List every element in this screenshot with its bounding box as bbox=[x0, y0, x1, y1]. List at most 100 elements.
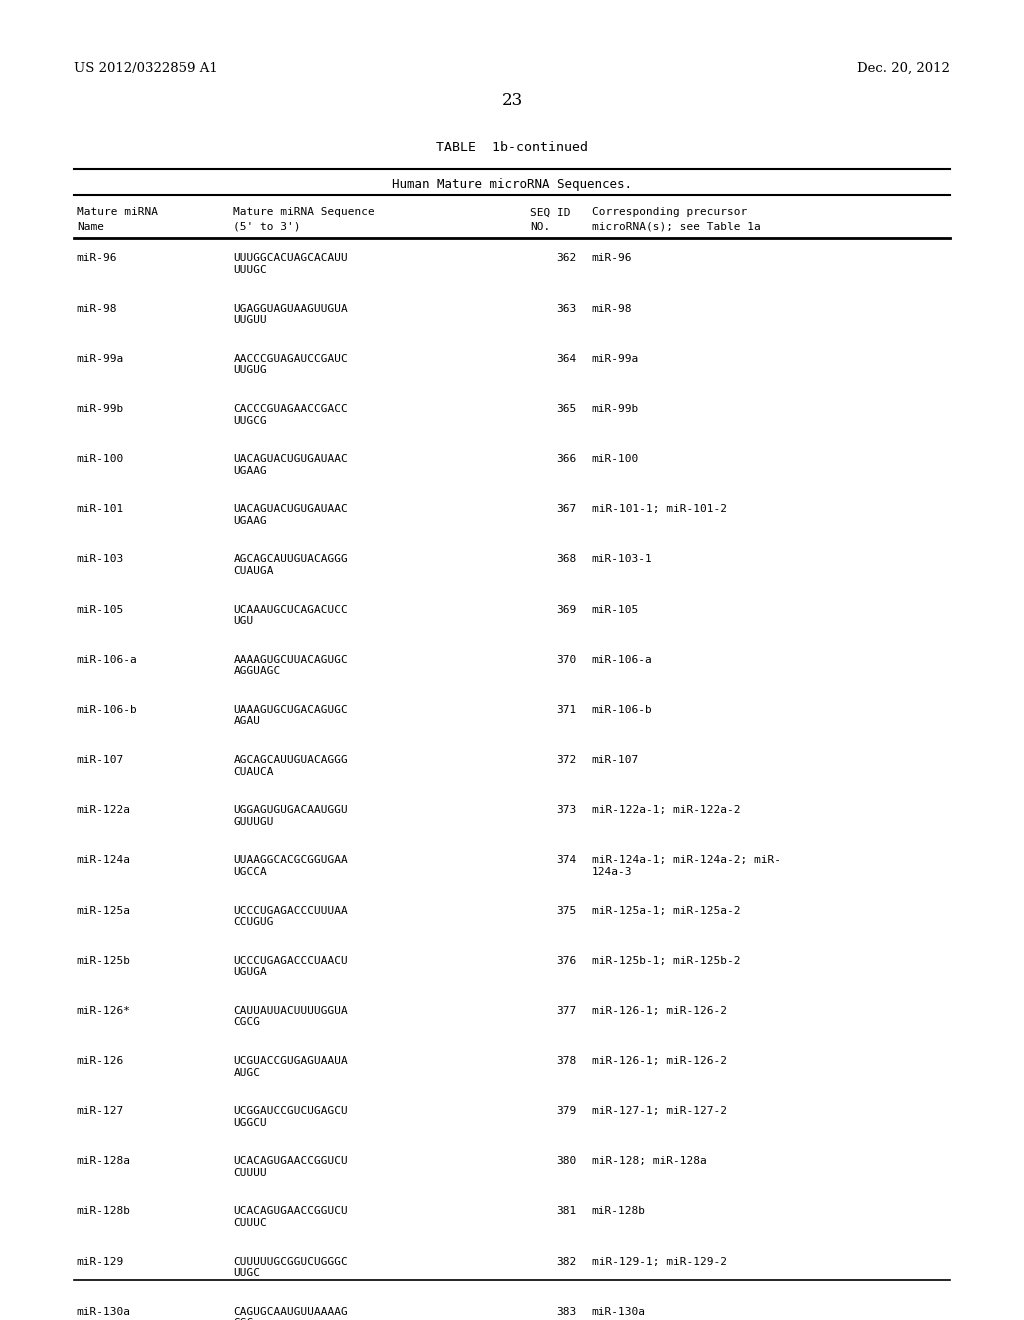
Text: UCACAGUGAACCGGUCU
CUUUU: UCACAGUGAACCGGUCU CUUUU bbox=[233, 1156, 348, 1177]
Text: 373: 373 bbox=[556, 805, 577, 816]
Text: miR-99a: miR-99a bbox=[592, 354, 639, 364]
Text: 362: 362 bbox=[556, 253, 577, 264]
Text: CAGUGCAAUGUUAAAAG
GGC: CAGUGCAAUGUUAAAAG GGC bbox=[233, 1307, 348, 1320]
Text: miR-126-1; miR-126-2: miR-126-1; miR-126-2 bbox=[592, 1056, 727, 1067]
Text: miR-106-b: miR-106-b bbox=[592, 705, 652, 715]
Text: CUUUUUGCGGUCUGGGC
UUGC: CUUUUUGCGGUCUGGGC UUGC bbox=[233, 1257, 348, 1278]
Text: miR-101: miR-101 bbox=[77, 504, 124, 515]
Text: miR-96: miR-96 bbox=[592, 253, 633, 264]
Text: (5' to 3'): (5' to 3') bbox=[233, 222, 301, 232]
Text: US 2012/0322859 A1: US 2012/0322859 A1 bbox=[74, 62, 217, 75]
Text: 368: 368 bbox=[556, 554, 577, 565]
Text: miR-129-1; miR-129-2: miR-129-1; miR-129-2 bbox=[592, 1257, 727, 1267]
Text: miR-103: miR-103 bbox=[77, 554, 124, 565]
Text: miR-101-1; miR-101-2: miR-101-1; miR-101-2 bbox=[592, 504, 727, 515]
Text: miR-98: miR-98 bbox=[592, 304, 633, 314]
Text: UUUGGCACUAGCACAUU
UUUGC: UUUGGCACUAGCACAUU UUUGC bbox=[233, 253, 348, 275]
Text: CACCCGUAGAACCGACC
UUGCG: CACCCGUAGAACCGACC UUGCG bbox=[233, 404, 348, 425]
Text: UAAAGUGCUGACAGUGC
AGAU: UAAAGUGCUGACAGUGC AGAU bbox=[233, 705, 348, 726]
Text: miR-96: miR-96 bbox=[77, 253, 118, 264]
Text: miR-122a: miR-122a bbox=[77, 805, 131, 816]
Text: 378: 378 bbox=[556, 1056, 577, 1067]
Text: 381: 381 bbox=[556, 1206, 577, 1217]
Text: 374: 374 bbox=[556, 855, 577, 866]
Text: UACAGUACUGUGAUAAC
UGAAG: UACAGUACUGUGAUAAC UGAAG bbox=[233, 454, 348, 475]
Text: miR-100: miR-100 bbox=[77, 454, 124, 465]
Text: Mature miRNA Sequence: Mature miRNA Sequence bbox=[233, 207, 375, 218]
Text: 377: 377 bbox=[556, 1006, 577, 1016]
Text: 372: 372 bbox=[556, 755, 577, 766]
Text: miR-99a: miR-99a bbox=[77, 354, 124, 364]
Text: TABLE  1b-continued: TABLE 1b-continued bbox=[436, 141, 588, 154]
Text: UCACAGUGAACCGGUCU
CUUUC: UCACAGUGAACCGGUCU CUUUC bbox=[233, 1206, 348, 1228]
Text: 379: 379 bbox=[556, 1106, 577, 1117]
Text: miR-106-a: miR-106-a bbox=[77, 655, 137, 665]
Text: miR-103-1: miR-103-1 bbox=[592, 554, 652, 565]
Text: Mature miRNA: Mature miRNA bbox=[77, 207, 158, 218]
Text: miR-125b: miR-125b bbox=[77, 956, 131, 966]
Text: miR-100: miR-100 bbox=[592, 454, 639, 465]
Text: 366: 366 bbox=[556, 454, 577, 465]
Text: miR-127-1; miR-127-2: miR-127-1; miR-127-2 bbox=[592, 1106, 727, 1117]
Text: microRNA(s); see Table 1a: microRNA(s); see Table 1a bbox=[592, 222, 761, 232]
Text: miR-105: miR-105 bbox=[592, 605, 639, 615]
Text: Corresponding precursor: Corresponding precursor bbox=[592, 207, 748, 218]
Text: miR-98: miR-98 bbox=[77, 304, 118, 314]
Text: AGCAGCAUUGUACAGGG
CUAUCA: AGCAGCAUUGUACAGGG CUAUCA bbox=[233, 755, 348, 776]
Text: miR-125b-1; miR-125b-2: miR-125b-1; miR-125b-2 bbox=[592, 956, 740, 966]
Text: Name: Name bbox=[77, 222, 103, 232]
Text: Dec. 20, 2012: Dec. 20, 2012 bbox=[857, 62, 950, 75]
Text: miR-99b: miR-99b bbox=[77, 404, 124, 414]
Text: miR-128b: miR-128b bbox=[592, 1206, 646, 1217]
Text: UACAGUACUGUGAUAAC
UGAAG: UACAGUACUGUGAUAAC UGAAG bbox=[233, 504, 348, 525]
Text: miR-107: miR-107 bbox=[592, 755, 639, 766]
Text: miR-125a: miR-125a bbox=[77, 906, 131, 916]
Text: miR-122a-1; miR-122a-2: miR-122a-1; miR-122a-2 bbox=[592, 805, 740, 816]
Text: 370: 370 bbox=[556, 655, 577, 665]
Text: miR-126-1; miR-126-2: miR-126-1; miR-126-2 bbox=[592, 1006, 727, 1016]
Text: 365: 365 bbox=[556, 404, 577, 414]
Text: miR-128b: miR-128b bbox=[77, 1206, 131, 1217]
Text: 371: 371 bbox=[556, 705, 577, 715]
Text: UCAAAUGCUCAGACUCC
UGU: UCAAAUGCUCAGACUCC UGU bbox=[233, 605, 348, 626]
Text: UCCCUGAGACCCUUUAA
CCUGUG: UCCCUGAGACCCUUUAA CCUGUG bbox=[233, 906, 348, 927]
Text: miR-126: miR-126 bbox=[77, 1056, 124, 1067]
Text: AACCCGUAGAUCCGAUC
UUGUG: AACCCGUAGAUCCGAUC UUGUG bbox=[233, 354, 348, 375]
Text: miR-130a: miR-130a bbox=[592, 1307, 646, 1317]
Text: CAUUAUUACUUUUGGUA
CGCG: CAUUAUUACUUUUGGUA CGCG bbox=[233, 1006, 348, 1027]
Text: miR-128a: miR-128a bbox=[77, 1156, 131, 1167]
Text: miR-106-b: miR-106-b bbox=[77, 705, 137, 715]
Text: 380: 380 bbox=[556, 1156, 577, 1167]
Text: 376: 376 bbox=[556, 956, 577, 966]
Text: miR-99b: miR-99b bbox=[592, 404, 639, 414]
Text: 375: 375 bbox=[556, 906, 577, 916]
Text: miR-128; miR-128a: miR-128; miR-128a bbox=[592, 1156, 707, 1167]
Text: miR-106-a: miR-106-a bbox=[592, 655, 652, 665]
Text: AAAAGUGCUUACAGUGC
AGGUAGC: AAAAGUGCUUACAGUGC AGGUAGC bbox=[233, 655, 348, 676]
Text: miR-105: miR-105 bbox=[77, 605, 124, 615]
Text: miR-127: miR-127 bbox=[77, 1106, 124, 1117]
Text: 383: 383 bbox=[556, 1307, 577, 1317]
Text: Human Mature microRNA Sequences.: Human Mature microRNA Sequences. bbox=[392, 178, 632, 191]
Text: AGCAGCAUUGUACAGGG
CUAUGA: AGCAGCAUUGUACAGGG CUAUGA bbox=[233, 554, 348, 576]
Text: miR-126*: miR-126* bbox=[77, 1006, 131, 1016]
Text: miR-129: miR-129 bbox=[77, 1257, 124, 1267]
Text: UGGAGUGUGACAAUGGU
GUUUGU: UGGAGUGUGACAAUGGU GUUUGU bbox=[233, 805, 348, 826]
Text: UUAAGGCACGCGGUGAA
UGCCA: UUAAGGCACGCGGUGAA UGCCA bbox=[233, 855, 348, 876]
Text: UGAGGUAGUAAGUUGUA
UUGUU: UGAGGUAGUAAGUUGUA UUGUU bbox=[233, 304, 348, 325]
Text: 382: 382 bbox=[556, 1257, 577, 1267]
Text: miR-125a-1; miR-125a-2: miR-125a-1; miR-125a-2 bbox=[592, 906, 740, 916]
Text: miR-124a: miR-124a bbox=[77, 855, 131, 866]
Text: 23: 23 bbox=[502, 92, 522, 110]
Text: miR-124a-1; miR-124a-2; miR-
124a-3: miR-124a-1; miR-124a-2; miR- 124a-3 bbox=[592, 855, 781, 876]
Text: UCGUACCGUGAGUAAUA
AUGC: UCGUACCGUGAGUAAUA AUGC bbox=[233, 1056, 348, 1077]
Text: NO.: NO. bbox=[530, 222, 551, 232]
Text: SEQ ID: SEQ ID bbox=[530, 207, 571, 218]
Text: 367: 367 bbox=[556, 504, 577, 515]
Text: 369: 369 bbox=[556, 605, 577, 615]
Text: UCGGAUCCGUCUGAGCU
UGGCU: UCGGAUCCGUCUGAGCU UGGCU bbox=[233, 1106, 348, 1127]
Text: 364: 364 bbox=[556, 354, 577, 364]
Text: miR-130a: miR-130a bbox=[77, 1307, 131, 1317]
Text: UCCCUGAGACCCUAACU
UGUGA: UCCCUGAGACCCUAACU UGUGA bbox=[233, 956, 348, 977]
Text: 363: 363 bbox=[556, 304, 577, 314]
